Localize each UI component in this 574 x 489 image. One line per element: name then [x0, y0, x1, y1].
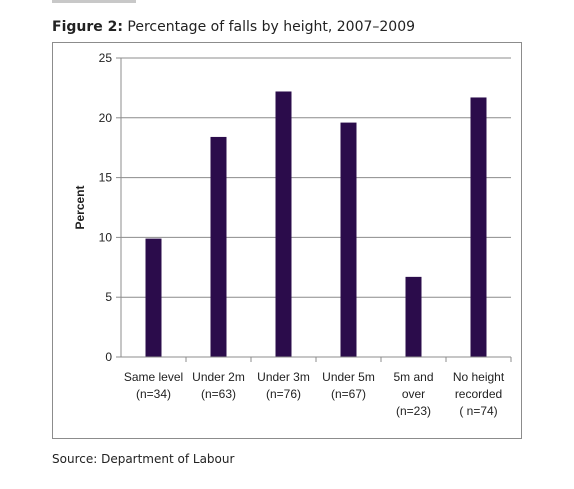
bar — [470, 97, 487, 357]
x-tick-label-line: Under 3m — [257, 370, 310, 384]
chart-frame: 0 5 10 15 20 25 Percent Same level (n=34) Under 2… — [52, 42, 522, 439]
x-tick-label-line: (n=67) — [331, 387, 366, 401]
bar — [405, 276, 422, 357]
y-axis-label: Percent — [73, 185, 87, 229]
top-rule — [52, 0, 136, 3]
bar — [275, 91, 292, 357]
x-tick-label-line: No height — [453, 370, 505, 384]
x-tick-label-line: ( n=74) — [459, 404, 497, 418]
x-tick-label: 5m and over (n=23) — [393, 370, 433, 418]
x-tick-label: Under 5m (n=67) — [322, 370, 375, 401]
figure-label: Figure 2: — [52, 19, 123, 35]
x-tick-label-line: Same level — [124, 370, 183, 384]
bar — [340, 122, 357, 357]
y-tick-label: 25 — [99, 51, 113, 65]
source-note: Source: Department of Labour — [52, 452, 235, 466]
y-tick-label: 20 — [99, 111, 113, 125]
x-tick-label: No height recorded ( n=74) — [453, 370, 505, 418]
y-tick-label: 15 — [99, 171, 113, 185]
x-tick-label-line: Under 2m — [192, 370, 245, 384]
x-tick-label: Under 3m (n=76) — [257, 370, 310, 401]
x-tick-label-line: over — [402, 387, 425, 401]
bar-chart: 0 5 10 15 20 25 Percent Same level (n=34) Under 2… — [73, 51, 512, 418]
x-tick-label-line: 5m and — [393, 370, 433, 384]
figure-title-text: Percentage of falls by height, 2007–2009 — [127, 19, 416, 35]
x-tick-label-line: Under 5m — [322, 370, 375, 384]
x-tick-label-line: (n=23) — [396, 404, 431, 418]
x-tick-label-line: (n=63) — [201, 387, 236, 401]
y-tick-label: 0 — [105, 350, 112, 364]
bar — [210, 136, 227, 357]
x-tick-label: Same level (n=34) — [124, 370, 183, 401]
x-tick-label: Under 2m (n=63) — [192, 370, 245, 401]
x-tick-label-line: (n=34) — [136, 387, 171, 401]
figure-title: Figure 2: Percentage of falls by height,… — [52, 19, 415, 35]
x-tick-label-line: recorded — [455, 387, 502, 401]
y-tick-label: 10 — [99, 230, 113, 244]
y-tick-label: 5 — [105, 290, 112, 304]
x-tick-label-line: (n=76) — [266, 387, 301, 401]
bar — [145, 238, 162, 357]
